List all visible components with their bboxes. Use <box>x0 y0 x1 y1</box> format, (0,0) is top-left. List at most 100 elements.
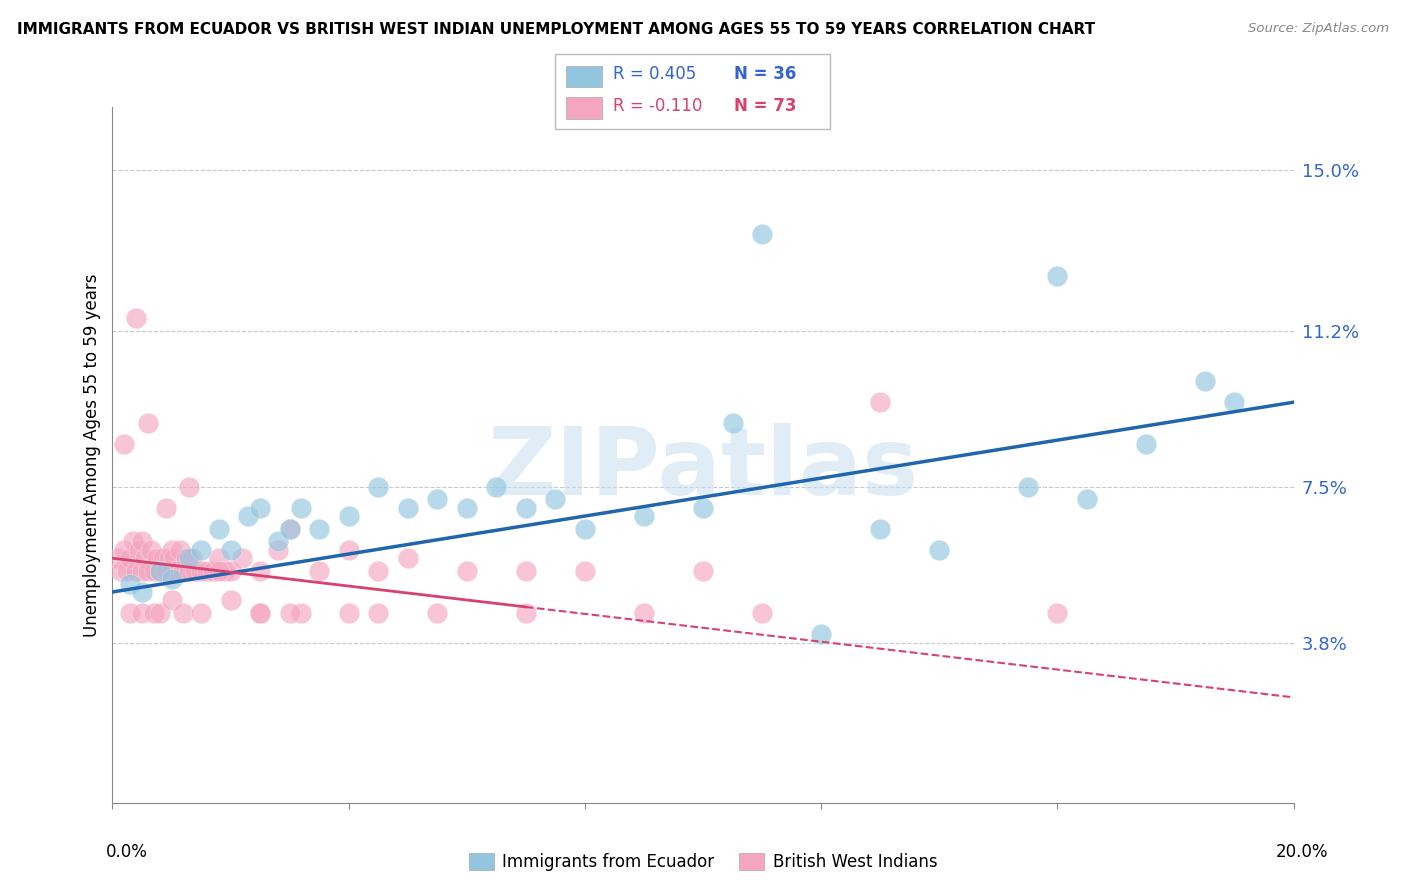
Point <box>110 564 132 578</box>
Point <box>337 542 360 557</box>
Point <box>149 564 172 578</box>
Point <box>249 606 271 620</box>
Point <box>214 564 236 578</box>
Point <box>163 551 186 566</box>
Point <box>112 542 135 557</box>
Point <box>131 534 153 549</box>
Point <box>692 564 714 578</box>
Point <box>396 500 419 515</box>
Point <box>155 500 177 515</box>
Point <box>136 417 159 431</box>
Point <box>107 551 129 566</box>
Point <box>208 551 231 566</box>
Y-axis label: Unemployment Among Ages 55 to 59 years: Unemployment Among Ages 55 to 59 years <box>83 273 101 637</box>
Point <box>128 542 150 557</box>
Text: R = -0.110: R = -0.110 <box>613 97 703 115</box>
Point <box>928 542 950 557</box>
Point <box>367 564 389 578</box>
Point <box>160 572 183 586</box>
Point <box>125 310 148 325</box>
Point <box>136 564 159 578</box>
Point <box>278 522 301 536</box>
Text: N = 73: N = 73 <box>734 97 796 115</box>
Point <box>267 542 290 557</box>
Point <box>142 606 165 620</box>
Point <box>1223 395 1246 409</box>
Point <box>1194 374 1216 388</box>
Point <box>308 522 330 536</box>
FancyBboxPatch shape <box>555 54 830 129</box>
Point <box>179 551 201 566</box>
Point <box>112 437 135 451</box>
Text: IMMIGRANTS FROM ECUADOR VS BRITISH WEST INDIAN UNEMPLOYMENT AMONG AGES 55 TO 59 : IMMIGRANTS FROM ECUADOR VS BRITISH WEST … <box>17 22 1095 37</box>
Point <box>160 564 183 578</box>
Text: 0.0%: 0.0% <box>105 843 148 861</box>
Point <box>238 509 260 524</box>
Point <box>179 479 201 493</box>
Point <box>396 551 419 566</box>
Point <box>190 606 212 620</box>
Point <box>134 551 156 566</box>
Point <box>231 551 253 566</box>
Point <box>160 593 183 607</box>
Point <box>219 593 242 607</box>
Point <box>267 534 290 549</box>
Point <box>208 564 231 578</box>
Point <box>278 522 301 536</box>
Bar <box>567 66 602 87</box>
Point <box>160 542 183 557</box>
Point <box>149 606 172 620</box>
Point <box>131 606 153 620</box>
Point <box>131 585 153 599</box>
Text: N = 36: N = 36 <box>734 65 796 83</box>
Point <box>337 509 360 524</box>
Point <box>117 564 138 578</box>
Text: R = 0.405: R = 0.405 <box>613 65 696 83</box>
Point <box>426 492 449 507</box>
Point <box>120 606 142 620</box>
Point <box>1135 437 1157 451</box>
Bar <box>567 97 602 119</box>
Point <box>290 606 312 620</box>
Text: Source: ZipAtlas.com: Source: ZipAtlas.com <box>1249 22 1389 36</box>
Point <box>152 551 174 566</box>
Point <box>1046 268 1069 283</box>
Point <box>125 564 148 578</box>
Point <box>515 500 537 515</box>
Point <box>515 606 537 620</box>
Legend: Immigrants from Ecuador, British West Indians: Immigrants from Ecuador, British West In… <box>463 847 943 878</box>
Point <box>456 500 478 515</box>
Point <box>166 564 188 578</box>
Point <box>1076 492 1098 507</box>
Point <box>120 551 142 566</box>
Point <box>184 564 207 578</box>
Point <box>190 564 212 578</box>
Point <box>633 606 655 620</box>
Point <box>169 542 191 557</box>
Point <box>149 564 172 578</box>
Point <box>337 606 360 620</box>
Point <box>367 606 389 620</box>
Point <box>308 564 330 578</box>
Point <box>485 479 508 493</box>
Point <box>249 564 271 578</box>
Point <box>174 551 197 566</box>
Point <box>122 534 145 549</box>
Point <box>869 395 891 409</box>
Point <box>544 492 567 507</box>
Point <box>179 564 201 578</box>
Point <box>172 564 194 578</box>
Point <box>721 417 744 431</box>
Point <box>155 564 177 578</box>
Point <box>172 606 194 620</box>
Point <box>574 522 596 536</box>
Point <box>810 627 832 641</box>
Point <box>367 479 389 493</box>
Point <box>633 509 655 524</box>
Point <box>869 522 891 536</box>
Point <box>195 564 218 578</box>
Point <box>290 500 312 515</box>
Point <box>1017 479 1039 493</box>
Point <box>249 500 271 515</box>
Point <box>139 542 162 557</box>
